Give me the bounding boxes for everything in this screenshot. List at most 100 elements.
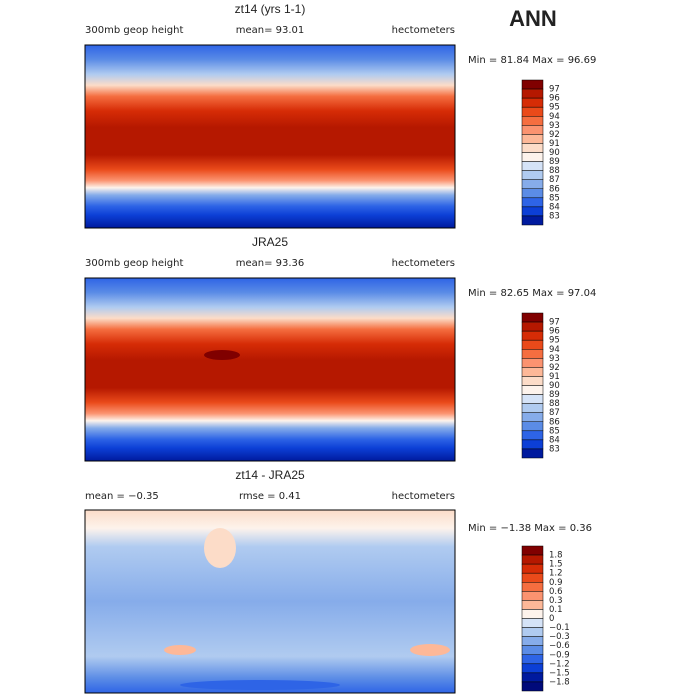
colorbar-box bbox=[521, 430, 544, 441]
colorbar-box bbox=[521, 448, 544, 459]
colorbar-box bbox=[521, 609, 544, 619]
colorbar-label: 1.2 bbox=[549, 569, 563, 579]
colorbar-label: 0.9 bbox=[549, 578, 563, 588]
colorbar-box bbox=[521, 645, 544, 655]
colorbar-box bbox=[521, 143, 544, 153]
colorbar-box bbox=[521, 545, 544, 556]
colorbar-box bbox=[521, 88, 544, 99]
colorbar-box bbox=[521, 161, 544, 171]
colorbar-box bbox=[521, 358, 544, 368]
colorbar-box bbox=[521, 582, 544, 592]
colorbar-label: −1.2 bbox=[549, 659, 570, 669]
colorbar-box bbox=[521, 572, 544, 583]
colorbar-label: 0.1 bbox=[549, 605, 563, 615]
colorbar-box bbox=[521, 134, 544, 144]
panel-title: zt14 (yrs 1-1) bbox=[235, 2, 306, 16]
colorbar-label: 90 bbox=[549, 148, 560, 158]
colorbar-label: 90 bbox=[549, 381, 560, 391]
colorbar-label: 96 bbox=[549, 327, 560, 337]
map bbox=[84, 277, 456, 462]
colorbar-box bbox=[521, 376, 544, 386]
colorbar-box bbox=[521, 600, 544, 610]
colorbar-box bbox=[521, 385, 544, 395]
colorbar-label: 89 bbox=[549, 390, 560, 400]
colorbar-box bbox=[521, 339, 544, 350]
map-feature bbox=[204, 528, 236, 568]
panel-right-label: hectometers bbox=[392, 258, 455, 269]
stats-label: Min = 81.84 Max = 96.69 bbox=[468, 55, 596, 66]
map-feature bbox=[164, 645, 196, 655]
colorbar-label: 94 bbox=[549, 112, 560, 122]
colorbar-box bbox=[521, 330, 544, 341]
colorbar-label: 1.5 bbox=[549, 560, 563, 570]
colorbar-label: 88 bbox=[549, 399, 560, 409]
colorbar-label: 97 bbox=[549, 85, 560, 95]
colorbar-label: 83 bbox=[549, 444, 560, 454]
colorbar-label: −1.8 bbox=[549, 677, 570, 687]
figure-title: ANN bbox=[509, 6, 557, 31]
colorbar-box bbox=[521, 188, 544, 199]
panel-center-label: rmse = 0.41 bbox=[239, 491, 301, 502]
colorbar-box bbox=[521, 394, 544, 404]
colorbar-label: 87 bbox=[549, 175, 560, 185]
colorbar-box bbox=[521, 681, 544, 692]
stats-label: Min = −1.38 Max = 0.36 bbox=[468, 523, 592, 534]
colorbar-label: 93 bbox=[549, 354, 560, 364]
colorbar-label: 86 bbox=[549, 417, 560, 427]
colorbar-box bbox=[521, 206, 544, 217]
colorbar-label: 93 bbox=[549, 121, 560, 131]
colorbar-box bbox=[521, 116, 544, 126]
map-feature bbox=[204, 350, 240, 360]
colorbar-label: −0.3 bbox=[549, 632, 570, 642]
colorbar-box bbox=[521, 367, 544, 377]
colorbar-box bbox=[521, 152, 544, 162]
colorbar-box bbox=[521, 563, 544, 574]
colorbar-box bbox=[521, 439, 544, 450]
colorbar-box bbox=[521, 312, 544, 323]
panel-right-label: hectometers bbox=[392, 491, 455, 502]
colorbar-label: 84 bbox=[549, 202, 560, 212]
colorbar-label: 91 bbox=[549, 372, 560, 382]
colorbar-label: −0.1 bbox=[549, 623, 570, 633]
colorbar-label: 87 bbox=[549, 408, 560, 418]
colorbar-label: 83 bbox=[549, 211, 560, 221]
stats-label: Min = 82.65 Max = 97.04 bbox=[468, 288, 596, 299]
colorbar-label: 97 bbox=[549, 318, 560, 328]
colorbar-label: 92 bbox=[549, 130, 560, 140]
colorbar-box bbox=[521, 125, 544, 135]
colorbar-box bbox=[521, 197, 544, 208]
colorbar-box bbox=[521, 215, 544, 226]
colorbar-label: 95 bbox=[549, 103, 560, 113]
colorbar-label: 85 bbox=[549, 426, 560, 436]
colorbar-label: 91 bbox=[549, 139, 560, 149]
colorbar-box bbox=[521, 554, 544, 565]
map bbox=[84, 44, 456, 229]
colorbar-box bbox=[521, 106, 544, 117]
colorbar-label: 0.3 bbox=[549, 596, 563, 606]
colorbar-box bbox=[521, 663, 544, 674]
colorbar-label: 0 bbox=[549, 614, 554, 624]
colorbar-box bbox=[521, 591, 544, 601]
colorbar-box bbox=[521, 321, 544, 332]
colorbar-box bbox=[521, 636, 544, 646]
map-feature bbox=[180, 680, 340, 690]
panel-title: zt14 - JRA25 bbox=[235, 468, 305, 482]
colorbar-box bbox=[521, 403, 544, 413]
colorbar-box bbox=[521, 179, 544, 189]
colorbar-label: 92 bbox=[549, 363, 560, 373]
colorbar-label: −1.5 bbox=[549, 668, 570, 678]
panel-center-label: mean= 93.01 bbox=[236, 25, 305, 36]
colorbar-label: 84 bbox=[549, 435, 560, 445]
colorbar-box bbox=[521, 672, 544, 683]
colorbar-label: 85 bbox=[549, 193, 560, 203]
colorbar-box bbox=[521, 97, 544, 108]
colorbar-box bbox=[521, 618, 544, 628]
panel-left-label: 300mb geop height bbox=[85, 25, 183, 36]
colorbar-label: −0.9 bbox=[549, 650, 570, 660]
colorbar-label: 86 bbox=[549, 184, 560, 194]
panel-left-label: mean = −0.35 bbox=[85, 491, 159, 502]
map bbox=[84, 509, 456, 694]
colorbar-label: 89 bbox=[549, 157, 560, 167]
panel-left-label: 300mb geop height bbox=[85, 258, 183, 269]
